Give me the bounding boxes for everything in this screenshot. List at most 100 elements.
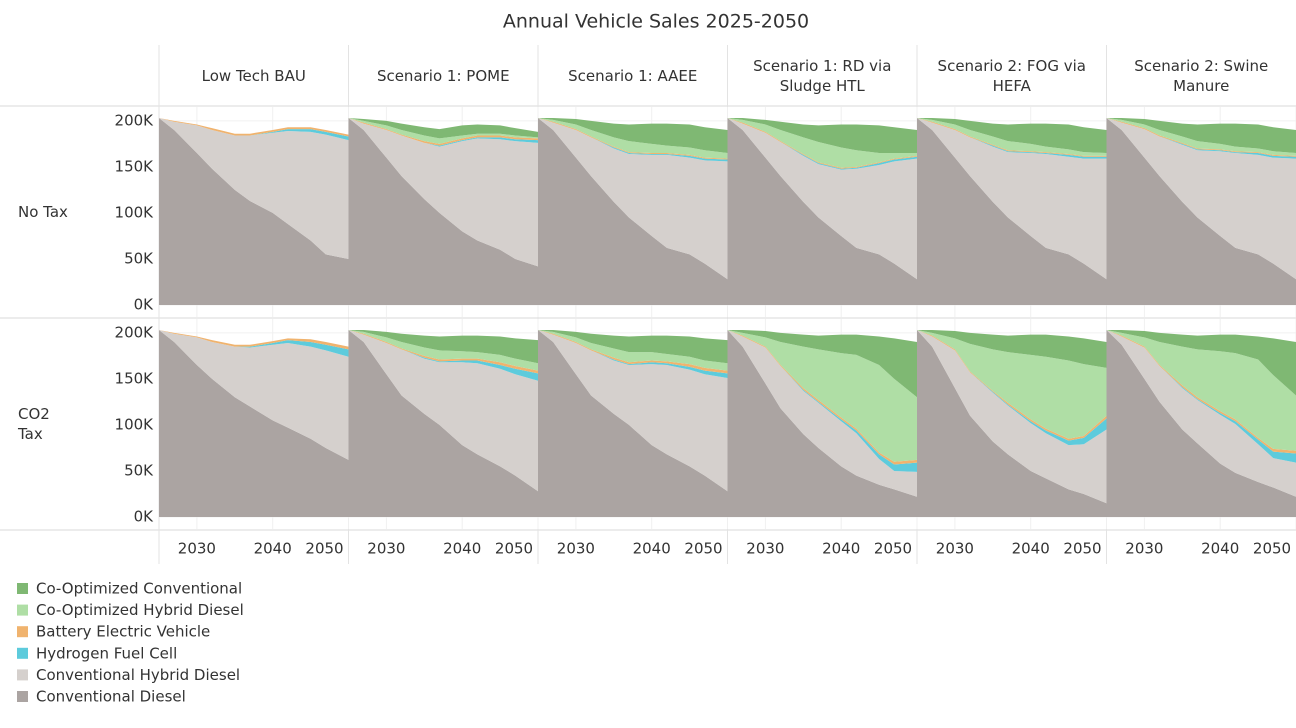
area (538, 330, 728, 518)
area (159, 330, 349, 518)
x-tick-label: 2030 (936, 540, 974, 558)
row-label: No Tax (18, 203, 68, 221)
y-tick-label: 100K (115, 415, 155, 433)
area (538, 118, 728, 159)
x-tick-label: 2030 (178, 540, 216, 558)
column-header: Scenario 1: RD via Sludge HTL (753, 57, 892, 95)
area (917, 330, 1107, 518)
y-tick-label: 150K (115, 157, 155, 175)
area (348, 330, 538, 492)
area (917, 330, 1107, 504)
y-tick-label: 0K (134, 508, 155, 526)
legend-label: Conventional Diesel (36, 688, 186, 706)
y-tick-label: 200K (115, 323, 155, 341)
area (727, 330, 917, 462)
x-tick-label: 2050 (1063, 540, 1101, 558)
y-tick-label: 150K (115, 369, 155, 387)
legend-label: Conventional Hybrid Diesel (36, 666, 240, 684)
column-header: Scenario 1: POME (376, 67, 510, 85)
area (348, 118, 538, 267)
x-tick-label: 2040 (1201, 540, 1239, 558)
x-tick-label: 2030 (557, 540, 595, 558)
chart-title: Annual Vehicle Sales 2025-2050 (503, 11, 809, 33)
area (348, 118, 538, 144)
legend-label: Battery Electric Vehicle (36, 623, 210, 641)
area (159, 330, 349, 350)
area (1106, 118, 1296, 154)
row-label: CO2 Tax (18, 405, 50, 443)
x-tick-label: 2030 (746, 540, 784, 558)
area (1106, 118, 1296, 156)
area (1106, 330, 1296, 396)
legend-swatch (17, 691, 28, 702)
area (538, 118, 728, 154)
area (159, 118, 349, 259)
area (1106, 330, 1296, 451)
area (917, 330, 1107, 368)
column-header: Scenario 1: AAEE (568, 67, 698, 85)
x-tick-label: 2050 (684, 540, 722, 558)
legend-label: Hydrogen Fuel Cell (36, 644, 177, 662)
area (727, 118, 917, 168)
area (348, 330, 538, 364)
x-tick-label: 2050 (495, 540, 533, 558)
y-tick-label: 200K (115, 111, 155, 129)
area (1106, 118, 1296, 157)
area (538, 118, 728, 306)
x-tick-label: 2050 (305, 540, 343, 558)
x-tick-label: 2040 (822, 540, 860, 558)
x-tick-label: 2030 (367, 540, 405, 558)
area (727, 118, 917, 306)
y-tick-label: 50K (124, 461, 154, 479)
x-tick-label: 2050 (874, 540, 912, 558)
column-header: Low Tech BAU (201, 67, 306, 85)
area (538, 118, 728, 280)
area (538, 330, 728, 364)
area (538, 330, 728, 378)
area (348, 330, 538, 374)
x-tick-label: 2040 (443, 540, 481, 558)
area (917, 330, 1107, 439)
x-tick-label: 2050 (1253, 540, 1291, 558)
area (348, 330, 538, 371)
x-tick-label: 2030 (1125, 540, 1163, 558)
y-tick-label: 100K (115, 203, 155, 221)
y-tick-label: 50K (124, 249, 154, 267)
area (917, 118, 1107, 156)
area (159, 330, 349, 460)
area (538, 330, 728, 492)
area (348, 118, 538, 139)
legend-swatch (17, 604, 28, 616)
x-tick-label: 2040 (633, 540, 671, 558)
area (917, 118, 1107, 154)
legend-swatch (17, 669, 28, 681)
area (1106, 118, 1296, 306)
legend-swatch (17, 647, 28, 659)
area (1106, 330, 1296, 497)
area (159, 118, 349, 137)
area (1106, 118, 1296, 280)
area (159, 330, 349, 357)
x-tick-label: 2040 (1012, 540, 1050, 558)
area (727, 330, 917, 518)
area (727, 118, 917, 154)
column-header: Scenario 2: FOG via HEFA (937, 57, 1086, 95)
area (917, 118, 1107, 280)
area (159, 118, 349, 306)
legend-swatch (17, 583, 28, 594)
area (348, 330, 538, 518)
area (538, 330, 728, 374)
column-header: Scenario 2: Swine Manure (1134, 57, 1269, 95)
y-tick-label: 0K (134, 296, 155, 314)
area (1106, 330, 1296, 518)
legend-label: Co-Optimized Conventional (36, 580, 242, 598)
area (727, 118, 917, 280)
x-tick-label: 2040 (254, 540, 292, 558)
area (538, 330, 728, 371)
legend-swatch (17, 626, 28, 638)
legend-label: Co-Optimized Hybrid Diesel (36, 601, 244, 619)
area (917, 118, 1107, 306)
area (348, 118, 538, 306)
